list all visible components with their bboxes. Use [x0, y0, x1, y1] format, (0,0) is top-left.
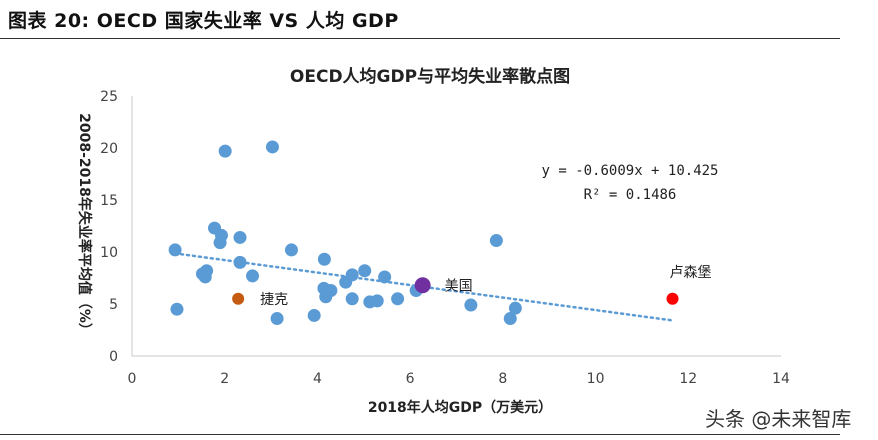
data-point: [464, 298, 478, 312]
data-point: [265, 140, 279, 154]
footer-divider: [0, 434, 840, 435]
r-squared: R² = 0.1486: [584, 187, 677, 203]
data-point: [358, 264, 372, 278]
highlighted-point: [232, 292, 245, 305]
data-point: [170, 302, 184, 316]
x-tick-label: 4: [313, 371, 322, 387]
data-point: [233, 230, 247, 244]
y-tick-label: 0: [109, 349, 118, 365]
data-point: [345, 268, 359, 282]
data-point: [198, 270, 212, 284]
y-tick-label: 10: [100, 245, 118, 261]
header-divider: [0, 38, 840, 39]
trendline-equation: y = -0.6009x + 10.425: [541, 163, 718, 179]
x-tick-label: 8: [498, 371, 507, 387]
data-point: [370, 294, 384, 308]
point-label: 捷克: [260, 292, 288, 308]
data-point: [284, 243, 298, 257]
x-tick-label: 2: [220, 371, 229, 387]
point-label: 美国: [445, 278, 473, 294]
data-point: [317, 252, 331, 266]
data-point: [503, 312, 517, 326]
data-point: [270, 312, 284, 326]
x-axis-label: 2018年人均GDP（万美元）: [368, 399, 552, 416]
watermark: 头条 @未来智库: [705, 407, 852, 431]
highlighted-point: [666, 292, 679, 305]
data-point: [319, 290, 333, 304]
point-label: 卢森堡: [670, 265, 712, 281]
data-point: [489, 234, 503, 248]
y-tick-label: 15: [100, 193, 118, 209]
x-tick-label: 12: [679, 371, 697, 387]
y-tick-label: 20: [100, 141, 118, 157]
data-point: [378, 270, 392, 284]
data-point: [246, 269, 260, 283]
x-tick-label: 14: [772, 371, 790, 387]
data-point: [218, 144, 232, 158]
x-tick-label: 10: [587, 371, 605, 387]
data-point: [233, 255, 247, 269]
y-tick-label: 5: [109, 297, 118, 313]
data-point: [213, 236, 227, 250]
data-point: [508, 301, 522, 315]
data-point: [307, 308, 321, 322]
highlighted-point: [414, 277, 431, 294]
y-tick-label: 25: [100, 89, 118, 105]
data-point: [168, 243, 182, 257]
x-tick-label: 6: [406, 371, 415, 387]
x-tick-label: 0: [128, 371, 137, 387]
chart-title: OECD人均GDP与平均失业率散点图: [290, 66, 570, 87]
data-point: [391, 292, 405, 306]
y-axis-label: 2008-2018年失业率平均值（%）: [76, 113, 93, 337]
figure-title: 图表 20: OECD 国家失业率 VS 人均 GDP: [8, 10, 399, 32]
data-point: [345, 292, 359, 306]
